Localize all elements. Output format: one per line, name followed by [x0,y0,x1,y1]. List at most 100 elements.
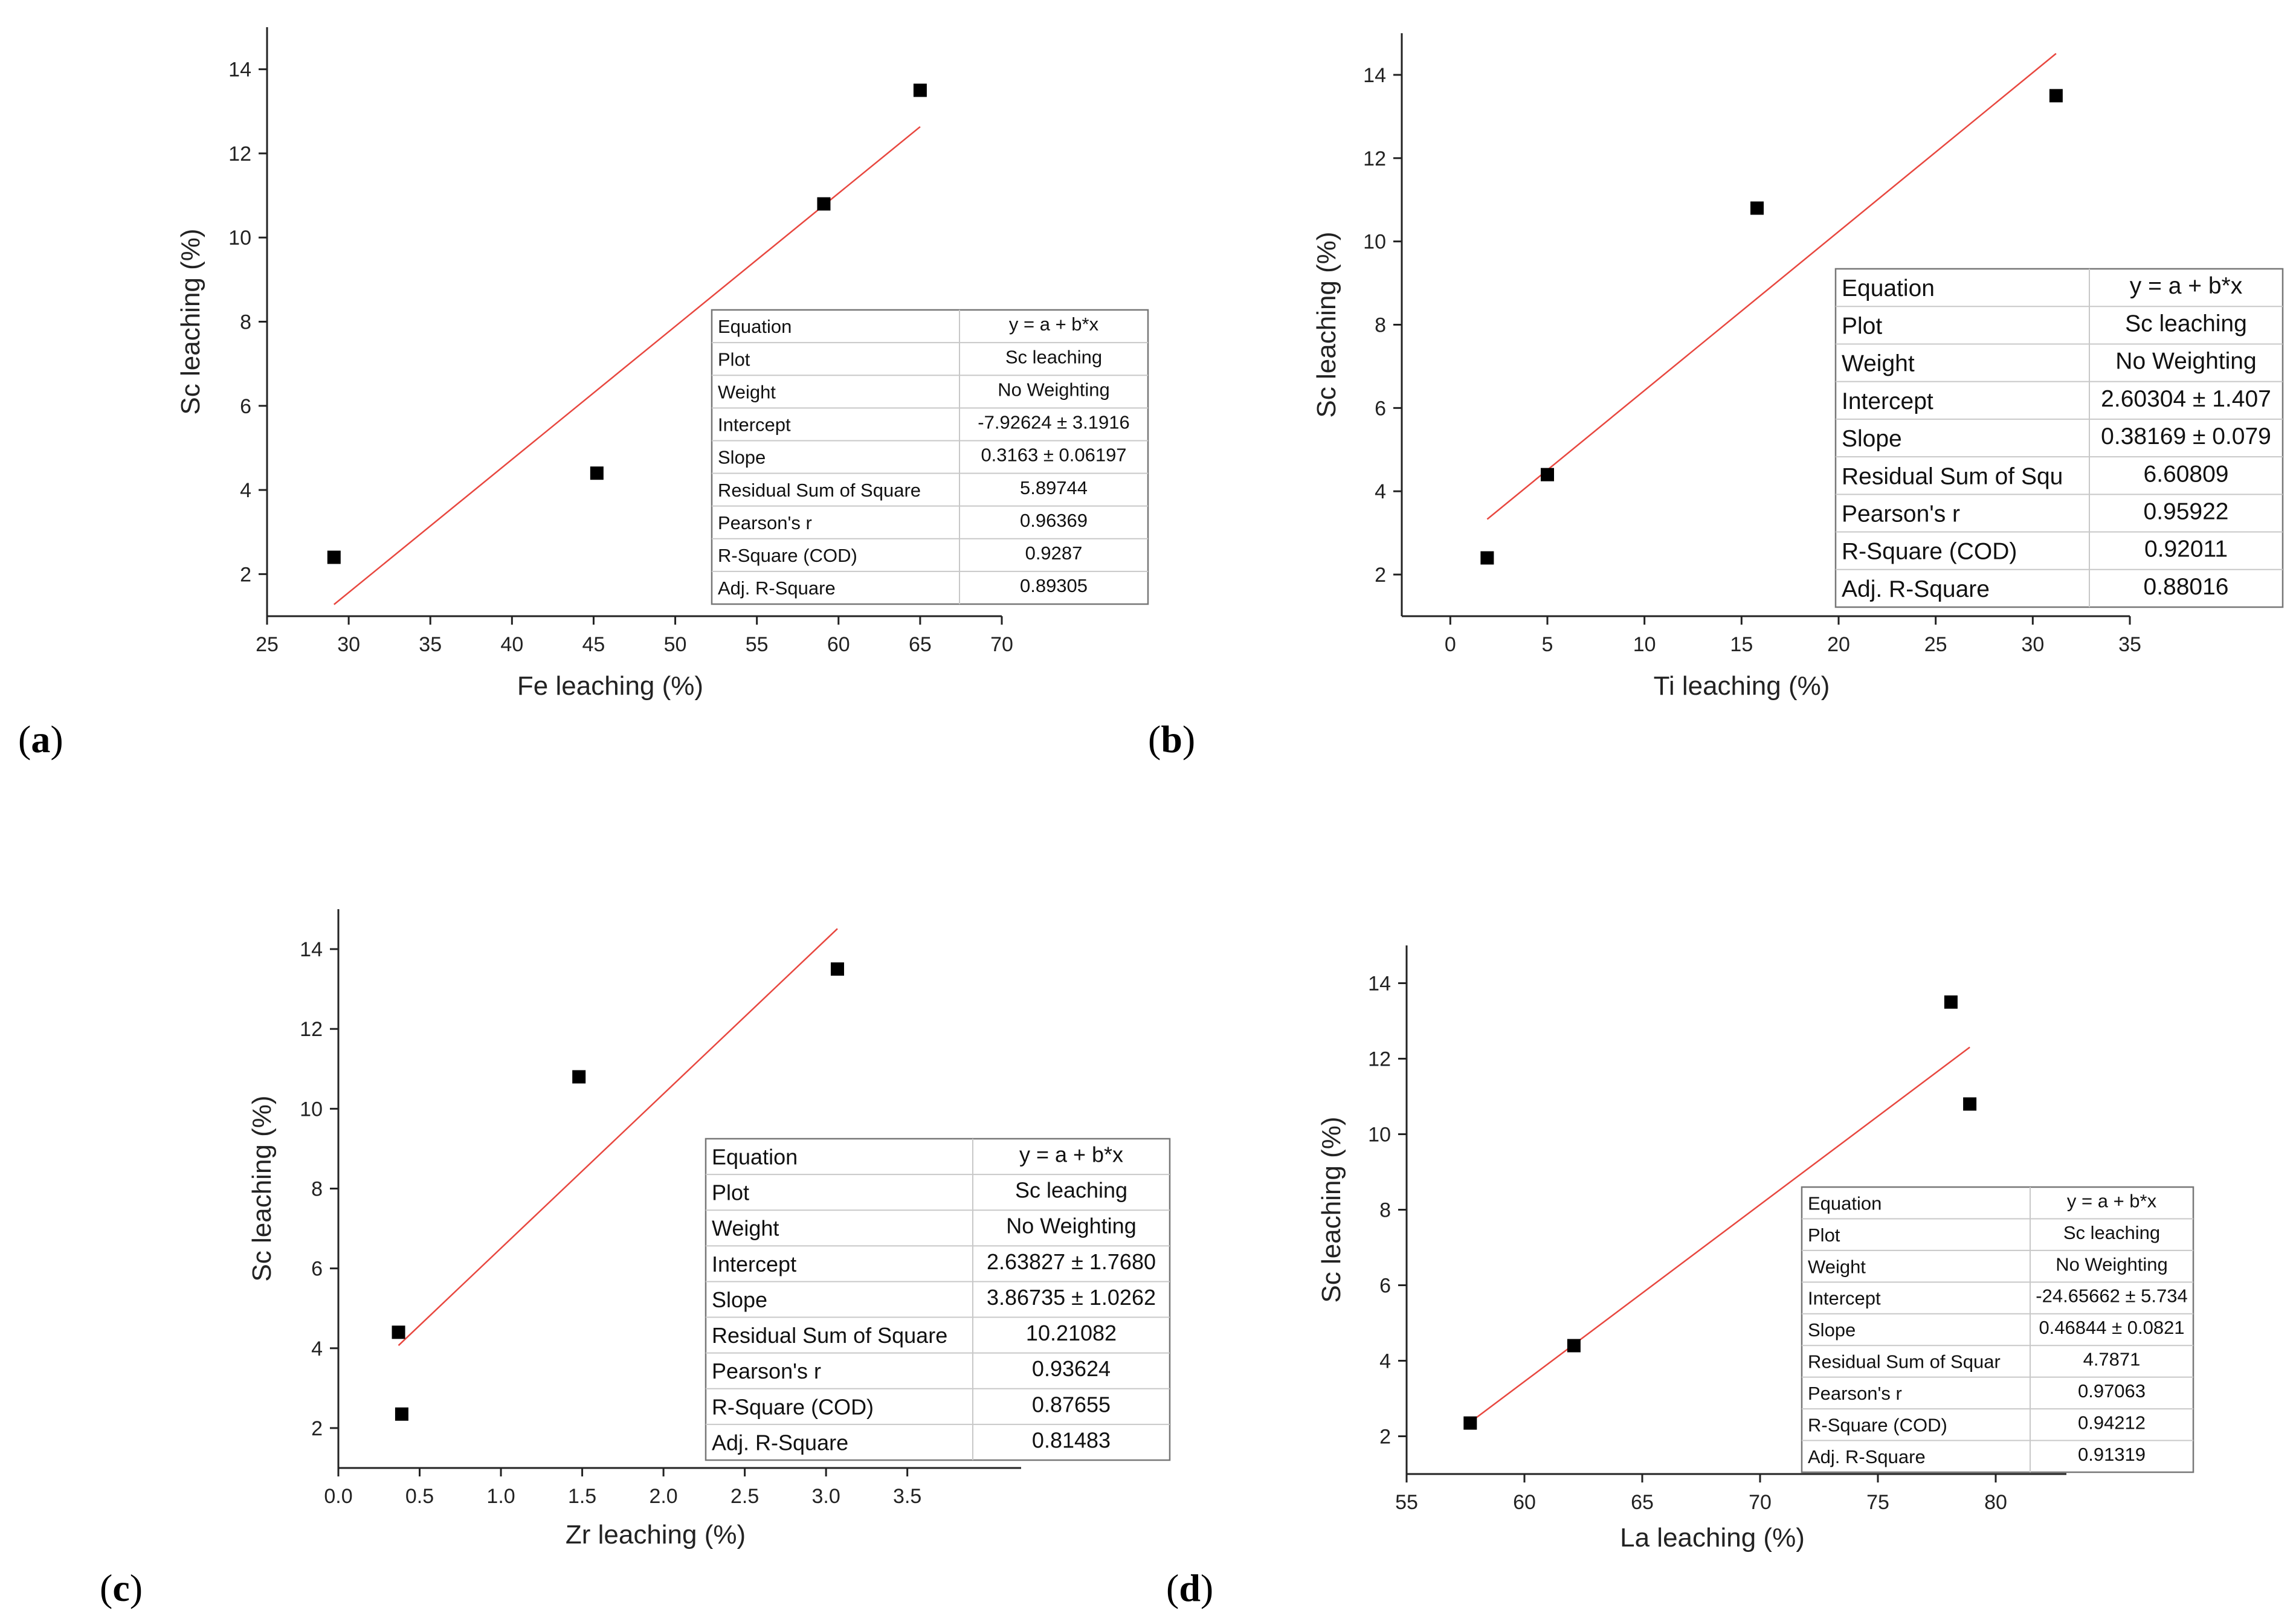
x-tick-label: 1.0 [486,1485,515,1508]
stats-key: Weight [718,381,776,402]
data-point [817,197,831,211]
stats-value: Sc leaching [2125,311,2247,336]
x-tick-label: 3.5 [893,1485,921,1508]
x-tick-label: 65 [1631,1491,1654,1514]
y-tick-label: 8 [311,1178,323,1201]
x-tick-label: 55 [1395,1491,1418,1514]
stats-value: 5.89744 [1020,477,1088,498]
y-tick-label: 12 [300,1018,323,1041]
stats-value: -24.65662 ± 5.734 [2036,1286,2187,1307]
stats-value: Sc leaching [1015,1178,1127,1203]
stats-table-border [1834,268,2284,608]
stats-key: Adj. R-Square [718,578,836,599]
data-point [395,1407,408,1421]
stats-value: 0.3163 ± 0.06197 [981,445,1126,466]
stats-key: Intercept [712,1252,796,1276]
stats-key: Plot [712,1180,749,1205]
data-point [392,1325,405,1339]
data-point [2049,89,2063,103]
y-tick-label: 6 [240,395,251,418]
y-axis-title: Sc leaching (%) [247,1095,277,1281]
stats-value: 4.7871 [2083,1349,2141,1370]
x-tick-label: 3.0 [812,1485,840,1508]
stats-value: y = a + b*x [2130,273,2243,299]
stats-value: 0.96369 [1020,510,1088,531]
panel-label: (b) [1148,718,1195,761]
panel-letter: c [112,1566,129,1609]
stats-key: Weight [1842,351,1915,377]
linear-fit-line [1469,1046,1970,1423]
x-tick-label: 60 [827,633,850,656]
y-tick-label: 12 [1363,147,1386,170]
stats-key: Residual Sum of Squar [1808,1351,2001,1373]
stats-key: Adj. R-Square [1808,1446,1926,1467]
data-point [830,962,844,976]
chart-panel-d: 55 60 65 70 75 80 2 4 6 8 10 12 14 La leaching (%) Sc … [1166,945,2194,1609]
stats-value: 0.93624 [1032,1356,1111,1381]
stats-table-border [1801,1186,2194,1473]
stats-value: 0.87655 [1032,1392,1111,1417]
stats-value: -7.92624 ± 3.1916 [978,412,1129,433]
x-tick-label: 50 [664,633,687,656]
chart-panel-a: 25 30 35 40 45 50 55 60 65 70 2 4 6 8 10 12 14 Fe leachin… [18,27,1149,761]
y-tick-label: 12 [228,143,251,166]
stats-key: Equation [712,1145,798,1170]
y-tick-label: 4 [240,479,251,502]
x-tick-label: 0.5 [405,1485,434,1508]
stats-key: Residual Sum of Square [712,1323,947,1348]
stats-value: 0.89305 [1020,575,1088,596]
x-axis-title: La leaching (%) [1620,1523,1805,1553]
data-point [1480,551,1494,565]
y-tick-label: 4 [311,1337,323,1360]
x-tick-label: 2.5 [730,1485,759,1508]
linear-fit-line [398,928,838,1347]
stats-key: Intercept [1808,1288,1881,1309]
stats-key: Weight [712,1216,779,1241]
stats-value: 0.92011 [2144,536,2228,562]
fit-stats-table: Equation y = a + b*x Plot Sc leaching Weight… [1834,268,2284,608]
stats-key: Plot [1808,1225,1840,1246]
y-tick-label: 4 [1375,480,1386,503]
stats-key: Pearson's r [718,512,812,533]
stats-value: y = a + b*x [1019,1142,1123,1167]
fit-stats-table: Equation y = a + b*x Plot Sc leaching Weight… [711,309,1149,605]
y-tick-label: 6 [1379,1275,1391,1298]
stats-table-border [705,1138,1171,1461]
y-tick-label: 14 [300,938,323,961]
data-point [1541,468,1554,481]
x-tick-label: 10 [1633,633,1656,656]
y-tick-label: 8 [1375,314,1386,337]
x-tick-label: 15 [1730,633,1753,656]
fit-stats-table: Equation y = a + b*x Plot Sc leaching Weight… [1801,1186,2194,1473]
x-axis-title: Zr leaching (%) [566,1520,746,1550]
data-point [572,1070,586,1084]
stats-value: y = a + b*x [1009,314,1099,335]
y-tick-label: 10 [1368,1124,1391,1147]
stats-value: 2.60304 ± 1.407 [2101,386,2271,412]
stats-value: Sc leaching [2063,1222,2160,1243]
stats-value: Sc leaching [1005,346,1102,367]
stats-key: Pearson's r [712,1359,821,1383]
y-axis-title: Sc leaching (%) [1317,1116,1346,1302]
stats-key: Adj. R-Square [1842,576,1990,602]
x-tick-label: 65 [909,633,932,656]
x-tick-label: 5 [1542,633,1553,656]
stats-value: 0.46844 ± 0.0821 [2039,1317,2184,1338]
stats-value: No Weighting [2056,1254,2168,1275]
x-tick-label: 30 [337,633,360,656]
chart-panel-b: 0 5 10 15 20 25 30 35 2 4 6 8 10 12 14 Ti leaching (%) S… [1148,33,2284,761]
x-tick-label: 20 [1827,633,1850,656]
panel-label: (c) [100,1566,143,1609]
x-tick-label: 0.0 [324,1485,352,1508]
stats-value: No Weighting [998,379,1110,400]
stats-table-border [711,309,1149,605]
stats-key: Weight [1808,1256,1866,1277]
stats-value: 0.97063 [2078,1380,2146,1402]
y-tick-label: 2 [1379,1426,1391,1449]
data-point [1567,1339,1581,1353]
stats-key: Equation [1842,275,1935,301]
x-tick-label: 2.0 [649,1485,677,1508]
data-point [1463,1416,1477,1430]
stats-key: R-Square (COD) [712,1394,874,1419]
